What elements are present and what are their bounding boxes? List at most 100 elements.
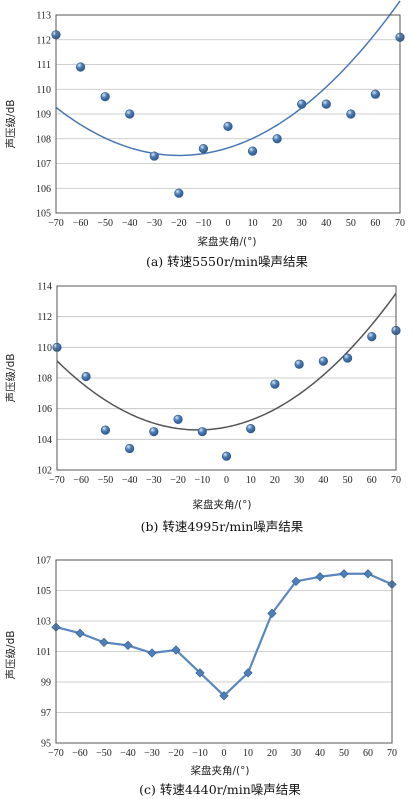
y-tick-label: 105 — [36, 586, 51, 597]
data-point — [81, 371, 91, 382]
trend-line — [56, 292, 397, 431]
x-tick-label: 20 — [272, 218, 282, 229]
data-point — [125, 443, 135, 454]
x-tick-label: −50 — [97, 218, 113, 229]
y-tick-label: 108 — [37, 374, 52, 385]
y-tick-label: 108 — [36, 134, 51, 145]
data-point — [267, 608, 277, 618]
x-tick-label: 60 — [370, 218, 380, 229]
data-point — [195, 668, 205, 678]
data-point — [247, 146, 258, 156]
data-points — [52, 325, 401, 461]
y-tick-label: 95 — [41, 739, 51, 750]
x-tick-label: 60 — [367, 475, 377, 486]
x-tick-label: −30 — [146, 475, 162, 486]
y-tick-label: 105 — [36, 209, 51, 220]
x-tick-label: −20 — [170, 475, 186, 486]
x-tick-label: −20 — [168, 748, 184, 759]
x-tick-label: −70 — [49, 475, 65, 486]
x-axis-label: 桨盘夹角/(°) — [191, 764, 250, 777]
data-point — [149, 151, 159, 161]
trend-line — [55, 0, 401, 157]
data-point — [270, 379, 280, 389]
data-point — [272, 134, 282, 144]
x-tick-label: 50 — [346, 218, 356, 229]
x-tick-label: 0 — [224, 475, 229, 486]
panel-c: 95 97 99 101 103 105 107 −70 −60 −50 −40 −30 −20 −10… — [4, 556, 397, 798]
y-tick-label: 106 — [36, 184, 51, 195]
x-tick-label: −70 — [48, 748, 64, 759]
panel-a: 105 106 107 108 109 110 111 112 113 −70 −60 −50 −40… — [4, 0, 405, 269]
data-point — [174, 188, 184, 198]
data-point — [147, 648, 157, 658]
x-tick-label: 0 — [226, 218, 231, 229]
y-tick-labels: 95 97 99 101 103 105 107 — [36, 556, 51, 750]
data-point — [370, 89, 381, 99]
data-point — [291, 576, 301, 586]
data-points — [51, 30, 405, 198]
x-tick-label: 40 — [321, 218, 331, 229]
y-tick-label: 112 — [36, 35, 51, 46]
x-tick-label: −40 — [120, 748, 136, 759]
data-point — [75, 62, 86, 72]
y-tick-labels: 102 104 106 108 110 112 114 — [37, 282, 52, 477]
x-tick-label: 20 — [270, 475, 280, 486]
x-tick-label: −30 — [146, 218, 162, 229]
caption: (b) 转速4995r/min噪声结果 — [141, 519, 304, 534]
data-point — [221, 451, 232, 461]
y-tick-label: 113 — [36, 11, 51, 22]
x-tick-label: 50 — [339, 748, 349, 759]
trend-curve — [56, 292, 397, 431]
x-tick-label: −50 — [96, 748, 112, 759]
x-tick-label: −50 — [98, 475, 114, 486]
y-tick-label: 112 — [37, 312, 52, 323]
data-point — [100, 425, 111, 435]
y-tick-label: 101 — [36, 647, 51, 658]
x-tick-label: −60 — [73, 475, 89, 486]
data-point — [171, 645, 181, 655]
x-tick-label: 70 — [395, 218, 405, 229]
y-tick-label: 99 — [41, 678, 51, 689]
x-tick-label: −40 — [122, 218, 138, 229]
x-tick-labels: −70 −60 −50 −40 −30 −20 −10 0 10 20 30 40 50 60 70 — [49, 475, 401, 486]
plot-frame — [55, 14, 401, 214]
trend-curve — [55, 0, 401, 157]
x-tick-label: 10 — [248, 218, 258, 229]
y-tick-label: 114 — [37, 282, 52, 293]
y-axis-label: 声压级/dB — [4, 631, 17, 680]
x-tick-label: 0 — [222, 748, 227, 759]
data-point — [246, 424, 256, 434]
data-point — [342, 353, 353, 363]
data-point — [346, 109, 356, 119]
caption: (c) 转速4440r/min噪声结果 — [139, 782, 301, 797]
data-point — [173, 414, 183, 425]
y-tick-label: 110 — [36, 85, 51, 96]
data-point — [99, 637, 109, 647]
plot-frame — [56, 285, 397, 471]
grid — [57, 285, 396, 471]
data-point — [219, 691, 229, 701]
x-axis-label: 桨盘夹角/(°) — [193, 498, 252, 511]
data-point — [315, 572, 325, 582]
y-tick-label: 97 — [41, 708, 51, 719]
data-series — [51, 569, 397, 701]
x-axis-label: 桨盘夹角/(°) — [198, 235, 257, 248]
y-tick-label: 107 — [36, 556, 51, 567]
y-tick-label: 102 — [37, 466, 52, 477]
x-tick-label: −20 — [171, 218, 187, 229]
data-point — [75, 628, 85, 638]
x-tick-label: 30 — [294, 475, 304, 486]
panel-b: 102 104 106 108 110 112 114 −70 −60 −50 −40 −30 −20… — [4, 282, 401, 535]
y-tick-label: 104 — [37, 435, 52, 446]
plot-frame — [55, 559, 393, 744]
y-tick-label: 103 — [36, 617, 51, 628]
data-point — [321, 99, 331, 109]
y-tick-label: 110 — [37, 343, 52, 354]
y-tick-labels: 105 106 107 108 109 110 111 112 113 — [36, 11, 51, 220]
data-point — [363, 569, 373, 579]
data-point — [149, 427, 159, 437]
x-tick-label: 40 — [315, 748, 325, 759]
data-point — [367, 332, 377, 342]
grid — [56, 559, 392, 744]
